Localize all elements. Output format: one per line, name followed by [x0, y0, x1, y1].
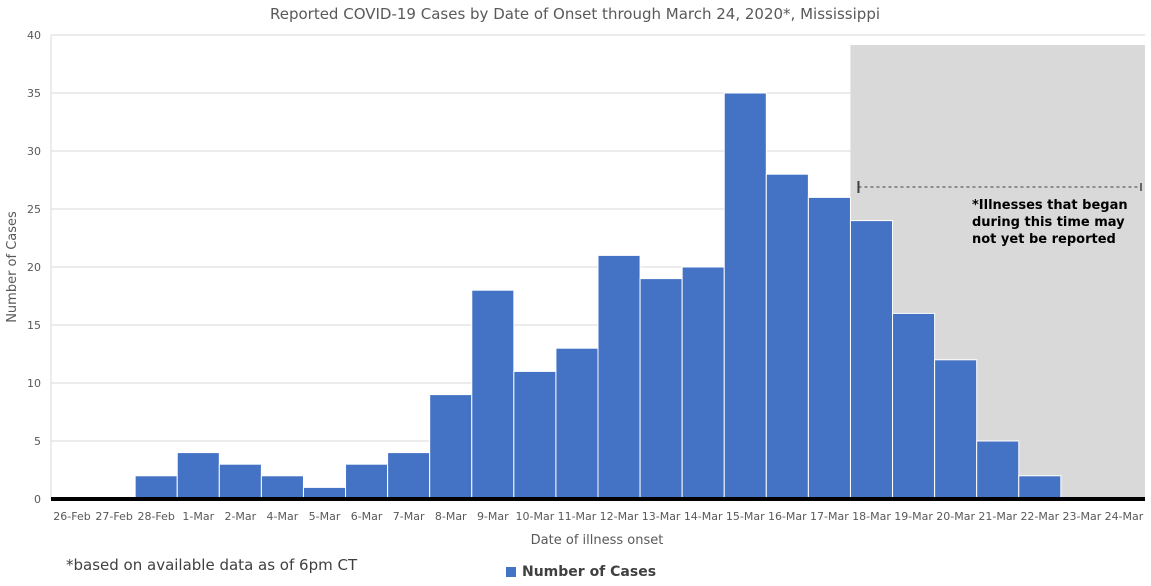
- annotation-line-2: during this time may: [972, 215, 1125, 230]
- annotation-bracket: [857, 181, 1142, 193]
- x-tick-label: 5-Mar: [309, 510, 341, 523]
- bar: [555, 347, 599, 500]
- x-tick-label: 16-Mar: [768, 510, 807, 523]
- bar: [807, 196, 851, 500]
- x-tick-label: 19-Mar: [894, 510, 933, 523]
- y-tick-label: 40: [27, 29, 41, 42]
- x-axis-ticks: 26-Feb 27-Feb 28-Feb 1-Mar 2-Mar 4-Mar 5-Mar 6-…: [53, 510, 1143, 523]
- bar: [849, 220, 894, 500]
- x-tick-label: 1-Mar: [182, 510, 214, 523]
- x-tick-label: 17-Mar: [810, 510, 849, 523]
- x-tick-label: 15-Mar: [726, 510, 765, 523]
- bar: [176, 452, 220, 500]
- x-tick-label: 28-Feb: [137, 510, 174, 523]
- y-tick-label: 30: [27, 145, 41, 158]
- x-tick-label: 20-Mar: [936, 510, 975, 523]
- x-tick-label: 23-Mar: [1063, 510, 1102, 523]
- bar: [723, 92, 767, 500]
- x-tick-label: 24-Mar: [1105, 510, 1144, 523]
- footnote: *based on available data as of 6pm CT: [66, 556, 358, 574]
- legend-label: Number of Cases: [522, 564, 657, 580]
- bar: [976, 440, 1020, 500]
- x-tick-label: 18-Mar: [852, 510, 891, 523]
- bar: [429, 394, 473, 500]
- x-tick-label: 10-Mar: [516, 510, 555, 523]
- y-tick-label: 5: [34, 435, 41, 448]
- x-tick-label: 2-Mar: [224, 510, 256, 523]
- x-tick-label: 13-Mar: [642, 510, 681, 523]
- y-axis-title: Number of Cases: [5, 211, 20, 323]
- bar: [471, 289, 515, 500]
- x-tick-label: 26-Feb: [53, 510, 90, 523]
- x-tick-label: 14-Mar: [684, 510, 723, 523]
- x-tick-label: 21-Mar: [978, 510, 1017, 523]
- y-axis-ticks: 0 5 10 15 20 25 30 35 40: [27, 29, 41, 506]
- bar: [513, 370, 557, 500]
- chart-title: Reported COVID-19 Cases by Date of Onset…: [270, 5, 880, 23]
- y-tick-label: 25: [27, 203, 41, 216]
- x-tick-label: 7-Mar: [393, 510, 425, 523]
- bar: [934, 359, 978, 500]
- x-tick-label: 27-Feb: [95, 510, 132, 523]
- y-tick-label: 10: [27, 377, 41, 390]
- x-axis-title: Date of illness onset: [531, 533, 664, 548]
- x-tick-label: 22-Mar: [1020, 510, 1059, 523]
- bar: [681, 266, 725, 500]
- legend: Number of Cases: [506, 564, 656, 580]
- bar: [345, 463, 389, 500]
- y-tick-label: 35: [27, 87, 41, 100]
- bar: [387, 452, 431, 500]
- y-tick-label: 0: [34, 493, 41, 506]
- x-tick-label: 6-Mar: [351, 510, 383, 523]
- bar: [1018, 475, 1062, 500]
- bar: [134, 475, 178, 500]
- x-tick-label: 8-Mar: [435, 510, 467, 523]
- y-tick-label: 15: [27, 319, 41, 332]
- bar: [597, 254, 641, 500]
- y-tick-label: 20: [27, 261, 41, 274]
- annotation-line-3: not yet be reported: [972, 232, 1116, 247]
- bar: [260, 475, 304, 500]
- bars: [134, 92, 1062, 500]
- x-tick-label: 12-Mar: [600, 510, 639, 523]
- annotation-line-1: *Illnesses that began: [972, 198, 1128, 213]
- x-tick-label: 9-Mar: [477, 510, 509, 523]
- bar: [765, 173, 809, 500]
- bar: [218, 463, 262, 500]
- bar: [639, 278, 683, 500]
- legend-swatch: [506, 567, 516, 577]
- x-tick-label: 4-Mar: [267, 510, 299, 523]
- bar: [892, 312, 936, 500]
- x-tick-label: 11-Mar: [558, 510, 597, 523]
